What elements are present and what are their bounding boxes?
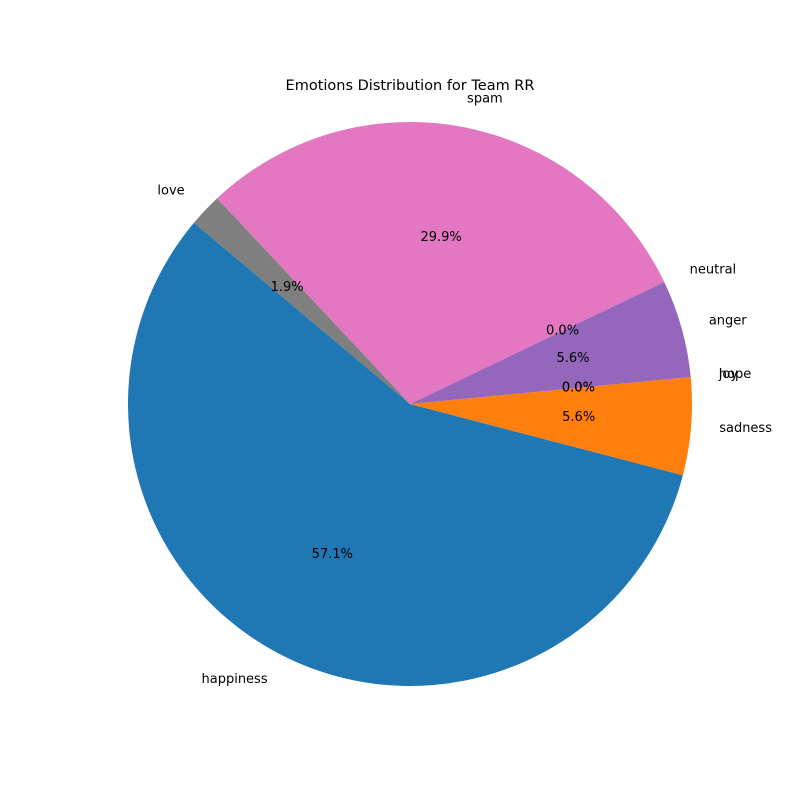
pct-label-joy: 0.0%: [562, 380, 595, 395]
pie-slice-happiness: [128, 222, 683, 686]
slice-label-sadness: sadness: [719, 421, 772, 436]
pct-label-love: 1.9%: [271, 280, 304, 295]
pct-label-happiness: 57.1%: [312, 547, 353, 562]
pie-slice-anger: [410, 281, 691, 404]
pie-slice-spam: [217, 122, 665, 404]
slice-label-anger: anger: [709, 313, 747, 328]
pct-label-hope: 0.0%: [562, 380, 595, 395]
pct-label-spam: 29.9%: [420, 230, 461, 245]
pct-label-sadness: 5.6%: [562, 410, 595, 425]
pct-label-neutral: 0.0%: [546, 323, 579, 338]
pie-slice-sadness: [410, 376, 693, 476]
slice-label-happiness: happiness: [202, 672, 268, 687]
chart-title: Emotions Distribution for Team RR: [286, 78, 535, 94]
slice-label-spam: spam: [467, 92, 503, 107]
slice-label-neutral: neutral: [690, 262, 737, 277]
slice-label-hope: hope: [719, 367, 751, 382]
slice-label-love: love: [157, 183, 184, 198]
pie-slice-love: [193, 198, 410, 404]
slice-label-joy: joy: [718, 367, 739, 382]
pie-labels: happiness 57.1% sadness 5.6% hope 0.0% joy 0.0%…: [157, 92, 772, 687]
pct-label-anger: 5.6%: [556, 351, 589, 366]
pie-slices: [128, 122, 693, 686]
